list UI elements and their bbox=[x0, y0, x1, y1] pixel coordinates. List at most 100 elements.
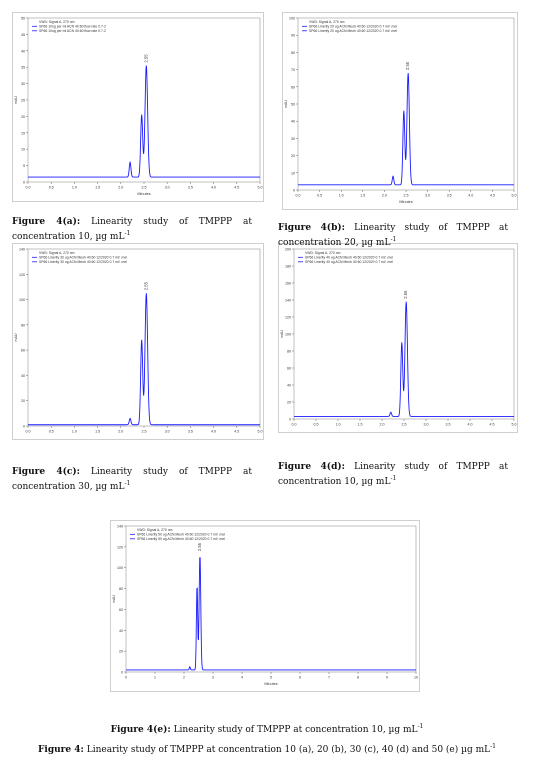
legend-entry: SP66 Linerity 40 ug ACN:Meoh 40:60 12/20… bbox=[305, 260, 393, 264]
x-tick-label: 0.5 bbox=[49, 430, 54, 434]
y-tick-label: 5 bbox=[23, 164, 25, 168]
x-tick-label: 1.0 bbox=[72, 430, 77, 434]
y-tick-label: 40 bbox=[291, 120, 295, 124]
x-tick-label: 4.0 bbox=[211, 186, 216, 190]
y-tick-label: 60 bbox=[119, 608, 123, 612]
x-tick-label: 1.5 bbox=[360, 194, 365, 198]
x-tick-label: 5.0 bbox=[258, 430, 263, 434]
caption-d-line1: Linearity study of TMPPP at bbox=[354, 462, 508, 472]
x-tick-label: 10 bbox=[414, 676, 418, 680]
x-tick-label: 2.0 bbox=[382, 194, 387, 198]
y-tick-label: 40 bbox=[21, 374, 25, 378]
x-tick-label: 4.5 bbox=[490, 423, 495, 427]
x-tick-label: 3.5 bbox=[188, 430, 193, 434]
x-tick-label: 0.5 bbox=[317, 194, 322, 198]
x-tick-label: 3.0 bbox=[424, 423, 429, 427]
x-tick-label: 3.0 bbox=[165, 430, 170, 434]
caption-c-label: Figure 4(c): bbox=[12, 467, 80, 477]
x-tick-label: 0.5 bbox=[314, 423, 319, 427]
y-tick-label: 80 bbox=[119, 587, 123, 591]
caption-d-label: Figure 4(d): bbox=[278, 462, 345, 472]
x-tick-label: 3 bbox=[212, 676, 214, 680]
x-tick-label: 5.0 bbox=[512, 423, 517, 427]
y-tick-label: 120 bbox=[117, 545, 123, 549]
y-tick-label: 0 bbox=[121, 671, 123, 675]
y-tick-label: 80 bbox=[287, 350, 291, 354]
legend-entry: SP66 Linerity 30 ug ACN:Meoh 40:60 12/20… bbox=[39, 256, 127, 260]
x-tick-label: 1.5 bbox=[95, 430, 100, 434]
x-axis-label: Minutes bbox=[264, 682, 277, 686]
x-tick-label: 4.5 bbox=[490, 194, 495, 198]
y-tick-label: 100 bbox=[285, 333, 291, 337]
x-tick-label: 1.0 bbox=[339, 194, 344, 198]
main-caption: Figure 4: Linearity study of TMPPP at co… bbox=[0, 743, 534, 755]
x-tick-label: 1.5 bbox=[95, 186, 100, 190]
x-tick-label: 5 bbox=[270, 676, 272, 680]
caption-e-text: Linearity study of TMPPP at concentratio… bbox=[173, 725, 418, 735]
caption-c: Figure 4(c): Linearity study of TMPPP at… bbox=[12, 466, 252, 493]
main-caption-sup: -1 bbox=[490, 743, 496, 750]
x-tick-label: 9 bbox=[386, 676, 388, 680]
y-tick-label: 10 bbox=[21, 148, 25, 152]
caption-a-line1: Linearity study of TMPPP at bbox=[91, 217, 252, 227]
legend-entry: SP66 Linerity 50 ug ACN:Meoh 40:60 12/20… bbox=[137, 533, 225, 537]
y-tick-label: 140 bbox=[19, 248, 25, 252]
y-tick-label: 40 bbox=[21, 49, 25, 53]
chromatogram-a: 0 5 10 15 20 25 30 35 40 45 50 0.0 0.5 1.0 1.5 2.0 2.5 3.… bbox=[12, 12, 264, 202]
y-tick-label: 50 bbox=[21, 17, 25, 21]
y-tick-label: 0 bbox=[23, 425, 25, 429]
y-tick-label: 90 bbox=[291, 34, 295, 38]
x-tick-label: 2 bbox=[183, 676, 185, 680]
caption-b-line2: concentration 20, µg mL bbox=[278, 238, 391, 248]
x-tick-label: 4.0 bbox=[211, 430, 216, 434]
x-tick-label: 2.0 bbox=[380, 423, 385, 427]
x-tick-label: 2.5 bbox=[142, 430, 147, 434]
chart-panel-c: 0 20 40 60 80 100 120 140 0.0 0.5 1.0 1.5 2.0 2.5 3.0 3… bbox=[12, 243, 264, 440]
y-tick-label: 30 bbox=[291, 137, 295, 141]
x-tick-label: 2.5 bbox=[142, 186, 147, 190]
caption-c-sup: -1 bbox=[124, 480, 131, 487]
main-caption-text: Linearity study of TMPPP at concentratio… bbox=[86, 745, 491, 755]
caption-b-sup: -1 bbox=[390, 236, 397, 243]
x-tick-label: 2.5 bbox=[404, 194, 409, 198]
y-tick-label: 20 bbox=[119, 650, 123, 654]
y-tick-label: 120 bbox=[19, 273, 25, 277]
caption-c-line1: Linearity study of TMPPP at bbox=[90, 467, 252, 477]
y-tick-label: 100 bbox=[289, 17, 295, 21]
chart-panel-e: 0 20 40 60 80 100 120 140 0 1 2 3 4 5 6 7 8 9 10 mAU Minutes… bbox=[110, 520, 420, 692]
legend-entry: SP66 Linerity 40 ug ACN:Meoh 40:60 12/20… bbox=[305, 256, 393, 260]
peak-label: 2.55 bbox=[405, 61, 410, 70]
x-tick-label: 0.0 bbox=[26, 430, 31, 434]
x-tick-label: 8 bbox=[357, 676, 359, 680]
y-tick-label: 10 bbox=[291, 171, 295, 175]
caption-a-sup: -1 bbox=[124, 230, 131, 237]
caption-b: Figure 4(b): Linearity study of TMPPP at… bbox=[278, 222, 508, 249]
chromatogram-trace bbox=[294, 301, 514, 417]
y-axis-label: mAU bbox=[14, 96, 18, 104]
y-tick-label: 100 bbox=[117, 566, 123, 570]
panel-frame bbox=[278, 243, 518, 433]
x-tick-label: 4.0 bbox=[468, 194, 473, 198]
x-tick-label: 4.0 bbox=[468, 423, 473, 427]
x-tick-label: 4 bbox=[241, 676, 243, 680]
chromatogram-e: 0 20 40 60 80 100 120 140 0 1 2 3 4 5 6 7 8 9 10 mAU Minutes… bbox=[110, 520, 420, 692]
peak-label: 2.55 bbox=[403, 290, 408, 299]
y-axis-label: mAU bbox=[280, 330, 284, 338]
y-tick-label: 80 bbox=[291, 51, 295, 55]
legend-entry: SP66 Linerity 50 ug ACN:Meoh 40:60 12/20… bbox=[137, 537, 225, 541]
legend-entry: SP66 Linerity 20 ug ACN:Meoh 40:60 12/20… bbox=[309, 29, 397, 33]
y-tick-label: 40 bbox=[119, 629, 123, 633]
caption-d-line2: concentration 10, µg mL bbox=[278, 477, 391, 487]
y-axis-label: mAU bbox=[14, 333, 18, 341]
legend-entry: VWD: Signal A, 270 nm bbox=[39, 20, 75, 24]
y-tick-label: 20 bbox=[21, 115, 25, 119]
y-tick-label: 50 bbox=[291, 103, 295, 107]
x-tick-label: 4.5 bbox=[234, 186, 239, 190]
x-tick-label: 0.5 bbox=[49, 186, 54, 190]
panel-frame bbox=[282, 12, 518, 210]
legend-entry: VWD: Signal A, 270 nm bbox=[137, 528, 173, 532]
caption-b-label: Figure 4(b): bbox=[278, 223, 345, 233]
x-tick-label: 6 bbox=[299, 676, 301, 680]
y-tick-label: 20 bbox=[291, 154, 295, 158]
x-tick-label: 0.0 bbox=[26, 186, 31, 190]
